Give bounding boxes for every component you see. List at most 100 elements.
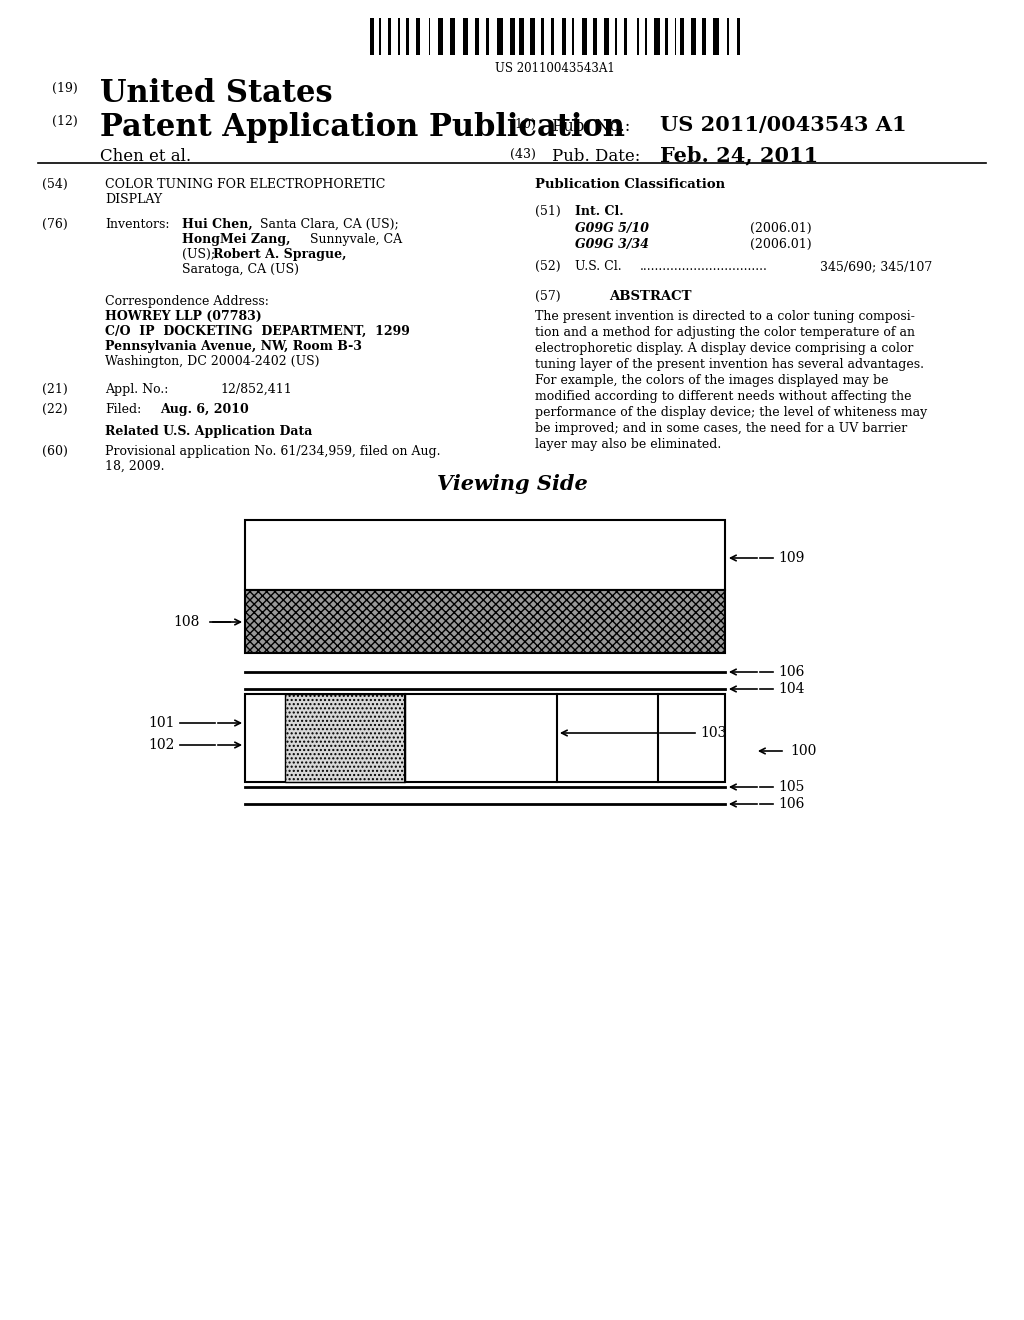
Text: 345/690; 345/107: 345/690; 345/107 <box>820 260 932 273</box>
Bar <box>428 18 430 55</box>
Bar <box>665 18 668 55</box>
Text: Pub. No.:: Pub. No.: <box>552 117 631 135</box>
Text: (10): (10) <box>510 117 536 131</box>
Text: modified according to different needs without affecting the: modified according to different needs wi… <box>535 389 911 403</box>
Bar <box>379 18 381 55</box>
Text: tuning layer of the present invention has several advantages.: tuning layer of the present invention ha… <box>535 358 924 371</box>
Text: ABSTRACT: ABSTRACT <box>608 290 691 304</box>
Text: For example, the colors of the images displayed may be: For example, the colors of the images di… <box>535 374 889 387</box>
Bar <box>370 18 374 55</box>
Bar <box>614 18 617 55</box>
Bar <box>388 18 390 55</box>
Bar <box>437 18 443 55</box>
Bar <box>245 590 725 653</box>
Text: C/O  IP  DOCKETING  DEPARTMENT,  1299: C/O IP DOCKETING DEPARTMENT, 1299 <box>105 325 410 338</box>
Text: tion and a method for adjusting the color temperature of an: tion and a method for adjusting the colo… <box>535 326 915 339</box>
Bar <box>541 18 544 55</box>
Text: Related U.S. Application Data: Related U.S. Application Data <box>105 425 312 438</box>
Bar <box>561 18 566 55</box>
Text: Chen et al.: Chen et al. <box>100 148 191 165</box>
Text: DISPLAY: DISPLAY <box>105 193 162 206</box>
Text: performance of the display device; the level of whiteness may: performance of the display device; the l… <box>535 407 928 418</box>
Text: (60): (60) <box>42 445 68 458</box>
Bar <box>593 18 597 55</box>
Text: (52): (52) <box>535 260 560 273</box>
Text: Inventors:: Inventors: <box>105 218 170 231</box>
Bar <box>285 694 406 781</box>
Text: 109: 109 <box>778 550 805 565</box>
Bar <box>701 18 706 55</box>
Text: US 2011/0043543 A1: US 2011/0043543 A1 <box>660 115 906 135</box>
Text: U.S. Cl.: U.S. Cl. <box>575 260 622 273</box>
Text: Patent Application Publication: Patent Application Publication <box>100 112 625 143</box>
Text: Robert A. Sprague,: Robert A. Sprague, <box>213 248 346 261</box>
Bar <box>397 18 400 55</box>
Bar <box>654 18 659 55</box>
Text: 101: 101 <box>148 715 175 730</box>
Text: Pennsylvania Avenue, NW, Room B-3: Pennsylvania Avenue, NW, Room B-3 <box>105 341 361 352</box>
Bar <box>737 18 739 55</box>
Text: G09G 3/34: G09G 3/34 <box>575 238 649 251</box>
Text: United States: United States <box>100 78 333 110</box>
Text: HongMei Zang,: HongMei Zang, <box>182 234 291 246</box>
Text: Hui Chen,: Hui Chen, <box>182 218 253 231</box>
Text: G09G 5/10: G09G 5/10 <box>575 222 649 235</box>
Bar <box>519 18 523 55</box>
Text: Filed:: Filed: <box>105 403 141 416</box>
Text: (57): (57) <box>535 290 560 304</box>
Text: Santa Clara, CA (US);: Santa Clara, CA (US); <box>260 218 398 231</box>
Bar <box>416 18 420 55</box>
Bar <box>475 18 478 55</box>
Text: (43): (43) <box>510 148 536 161</box>
Text: 12/852,411: 12/852,411 <box>220 383 292 396</box>
Text: Pub. Date:: Pub. Date: <box>552 148 640 165</box>
Bar <box>582 18 587 55</box>
Text: 106: 106 <box>778 797 805 810</box>
Bar <box>497 18 503 55</box>
Text: layer may also be eliminated.: layer may also be eliminated. <box>535 438 721 451</box>
Text: Feb. 24, 2011: Feb. 24, 2011 <box>660 145 818 165</box>
Text: Aug. 6, 2010: Aug. 6, 2010 <box>160 403 249 416</box>
Bar <box>675 18 676 55</box>
Bar <box>645 18 646 55</box>
Text: Publication Classification: Publication Classification <box>535 178 725 191</box>
Text: Washington, DC 20004-2402 (US): Washington, DC 20004-2402 (US) <box>105 355 319 368</box>
Bar <box>624 18 627 55</box>
Bar <box>690 18 696 55</box>
Bar <box>680 18 683 55</box>
Text: HOWREY LLP (07783): HOWREY LLP (07783) <box>105 310 262 323</box>
Text: (51): (51) <box>535 205 561 218</box>
Text: 102: 102 <box>148 738 175 752</box>
Text: Provisional application No. 61/234,959, filed on Aug.: Provisional application No. 61/234,959, … <box>105 445 440 458</box>
Bar <box>245 694 725 781</box>
Text: be improved; and in some cases, the need for a UV barrier: be improved; and in some cases, the need… <box>535 422 907 436</box>
Bar <box>727 18 728 55</box>
Text: .................................: ................................. <box>640 260 768 273</box>
Text: electrophoretic display. A display device comprising a color: electrophoretic display. A display devic… <box>535 342 913 355</box>
Text: Viewing Side: Viewing Side <box>436 474 588 494</box>
Bar <box>603 18 609 55</box>
Bar <box>245 520 725 590</box>
Text: US 20110043543A1: US 20110043543A1 <box>496 62 614 75</box>
Bar <box>463 18 468 55</box>
Text: Int. Cl.: Int. Cl. <box>575 205 624 218</box>
Text: Appl. No.:: Appl. No.: <box>105 383 168 396</box>
Text: 105: 105 <box>778 780 805 795</box>
Text: 104: 104 <box>778 682 805 696</box>
Text: (54): (54) <box>42 178 68 191</box>
Bar <box>510 18 514 55</box>
Text: Correspondence Address:: Correspondence Address: <box>105 294 269 308</box>
Text: COLOR TUNING FOR ELECTROPHORETIC: COLOR TUNING FOR ELECTROPHORETIC <box>105 178 385 191</box>
Text: (76): (76) <box>42 218 68 231</box>
Text: 106: 106 <box>778 665 805 678</box>
Text: The present invention is directed to a color tuning composi-: The present invention is directed to a c… <box>535 310 914 323</box>
Text: (12): (12) <box>52 115 78 128</box>
Text: 108: 108 <box>174 615 200 630</box>
Bar <box>713 18 719 55</box>
Text: 18, 2009.: 18, 2009. <box>105 459 165 473</box>
Text: Saratoga, CA (US): Saratoga, CA (US) <box>182 263 299 276</box>
Text: 100: 100 <box>790 744 816 758</box>
Text: (2006.01): (2006.01) <box>750 238 812 251</box>
Text: 103: 103 <box>700 726 726 741</box>
Bar <box>637 18 639 55</box>
